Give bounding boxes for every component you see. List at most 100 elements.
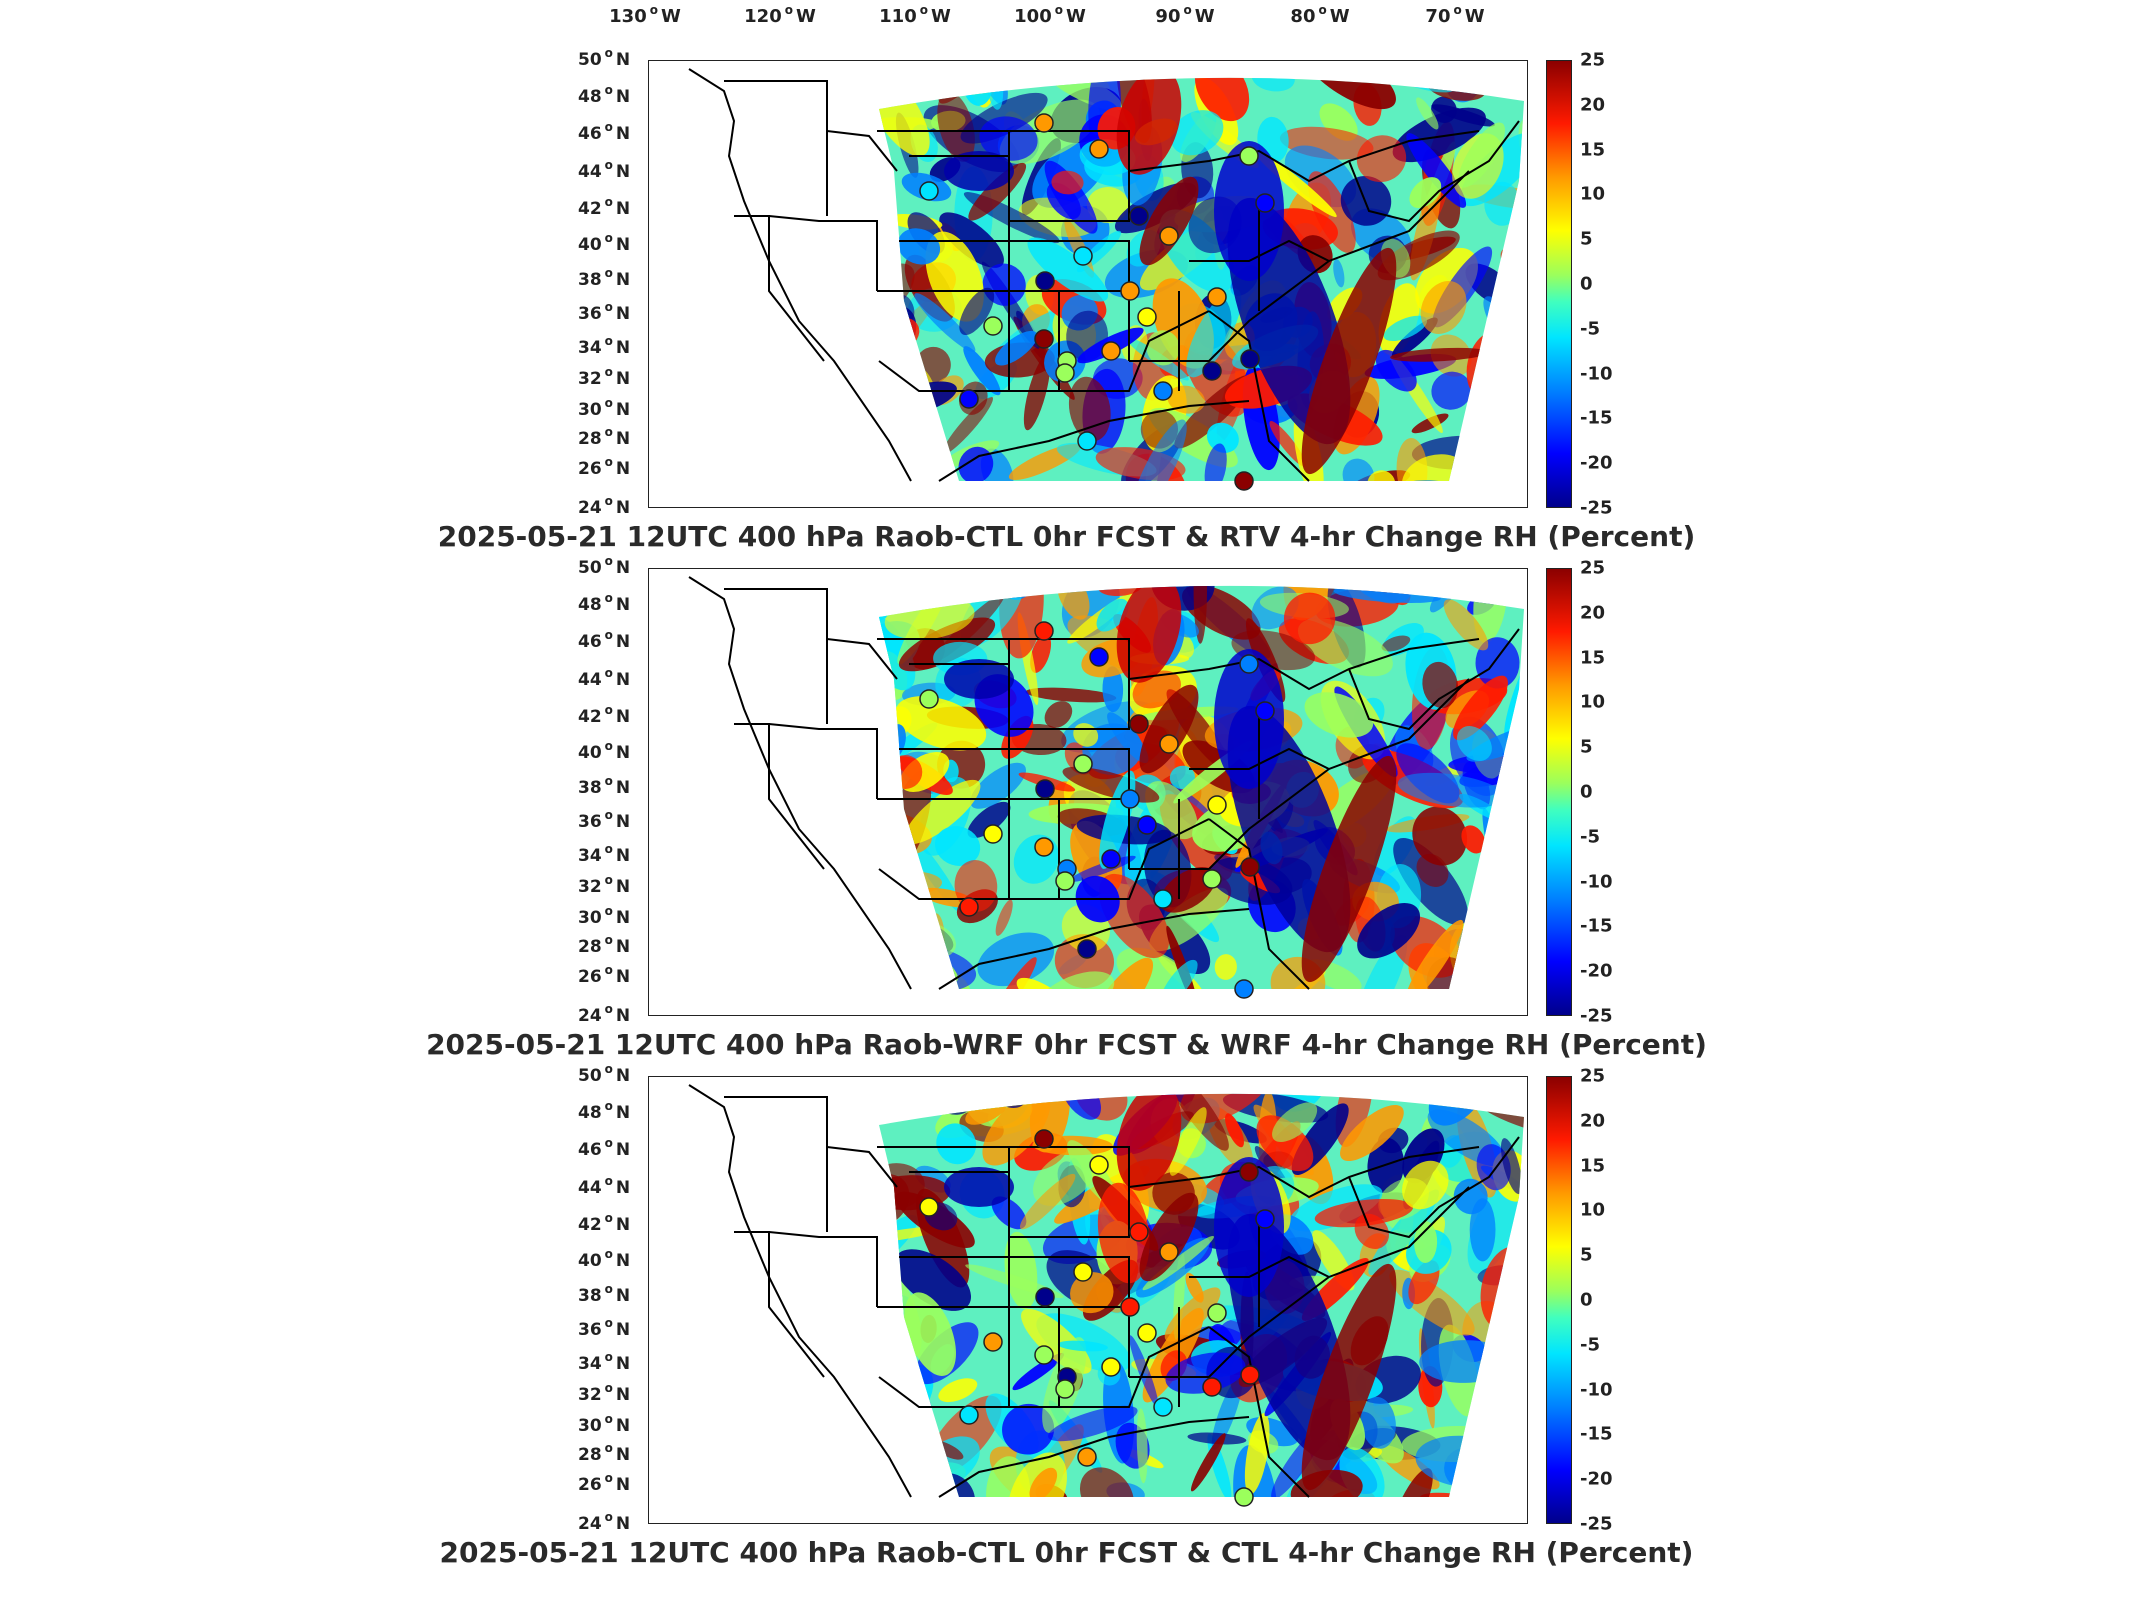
rh-change-map [688, 68, 1524, 491]
latitude-tick-label: 38 o N [578, 265, 631, 290]
longitude-tick-label: 110 o W [879, 3, 951, 27]
raob-station-marker [1239, 654, 1259, 674]
raob-station-marker [1034, 621, 1054, 641]
colorbar-tick-label: 10 [1580, 183, 1606, 205]
latitude-tick-label: 38 o N [578, 773, 631, 798]
raob-station-marker [1077, 1447, 1097, 1467]
raob-station-marker [1034, 113, 1054, 133]
latitude-tick-label: 32 o N [578, 873, 631, 898]
longitude-tick-label: 130 o W [609, 3, 681, 27]
raob-station-marker [1137, 1323, 1157, 1343]
colorbar-tick-label: 10 [1580, 691, 1606, 713]
raob-station-marker [1120, 281, 1140, 301]
latitude-tick-label: 26 o N [578, 963, 631, 988]
colorbar-tick-label: 20 [1580, 602, 1606, 624]
latitude-tick-label: 48 o N [578, 1099, 631, 1124]
raob-station-marker [1077, 431, 1097, 451]
latitude-tick-label: 24 o N [578, 1510, 631, 1534]
raob-station-marker [1129, 206, 1149, 226]
raob-station-marker [1034, 329, 1054, 349]
map-frame [648, 60, 1528, 508]
raob-station-marker [1255, 1209, 1275, 1229]
rh-change-map [688, 1084, 1524, 1507]
latitude-tick-label: 42 o N [578, 702, 631, 727]
colorbar-tick-label: -5 [1580, 1334, 1600, 1356]
raob-station-marker [1089, 647, 1109, 667]
longitude-tick-label: 70 o W [1425, 3, 1485, 27]
raob-station-marker [1129, 1222, 1149, 1242]
raob-station-marker [1034, 1345, 1054, 1365]
colorbar-tick-label: -25 [1580, 1005, 1613, 1027]
raob-stations [919, 621, 1275, 999]
raob-stations [919, 113, 1275, 491]
raob-station-marker [1207, 287, 1227, 307]
raob-station-marker [919, 1197, 939, 1217]
latitude-tick-label: 36 o N [578, 808, 631, 833]
raob-station-marker [1137, 307, 1157, 327]
raob-station-marker [1240, 1365, 1260, 1385]
raob-station-marker [983, 1332, 1003, 1352]
latitude-tick-label: 30 o N [578, 1411, 631, 1436]
raob-station-marker [1101, 341, 1121, 361]
latitude-tick-label: 44 o N [578, 1173, 631, 1198]
latitude-tick-label: 44 o N [578, 157, 631, 182]
colorbar-tick-label: -20 [1580, 960, 1613, 982]
latitude-tick-label: 42 o N [578, 194, 631, 219]
latitude-tick-label: 42 o N [578, 1210, 631, 1235]
raob-station-marker [1240, 349, 1260, 369]
raob-station-marker [1101, 849, 1121, 869]
raob-station-marker [1137, 815, 1157, 835]
raob-station-marker [1073, 754, 1093, 774]
raob-station-marker [1202, 1377, 1222, 1397]
colorbar-tick-label: -15 [1580, 1423, 1613, 1445]
raob-station-marker [1120, 1297, 1140, 1317]
latitude-tick-label: 34 o N [578, 841, 631, 866]
raob-station-marker [959, 389, 979, 409]
latitude-tick-label: 32 o N [578, 1381, 631, 1406]
raob-station-marker [1035, 1287, 1055, 1307]
panel-title: 2025-05-21 12UTC 400 hPa Raob-CTL 0hr FC… [437, 520, 1696, 553]
latitude-tick-label: 26 o N [578, 1471, 631, 1496]
raob-station-marker [1077, 939, 1097, 959]
panel-title: 2025-05-21 12UTC 400 hPa Raob-CTL 0hr FC… [439, 1536, 1694, 1569]
latitude-tick-label: 34 o N [578, 1349, 631, 1374]
latitude-tick-label: 46 o N [578, 120, 631, 145]
colorbar-tick-label: -15 [1580, 915, 1613, 937]
latitude-tick-label: 28 o N [578, 933, 631, 958]
colorbar-tick-label: 25 [1580, 557, 1606, 579]
raob-station-marker [1240, 857, 1260, 877]
colorbar-tick-label: 20 [1580, 1110, 1606, 1132]
raob-station-marker [959, 1405, 979, 1425]
raob-station-marker [1239, 146, 1259, 166]
raob-station-marker [1035, 271, 1055, 291]
raob-station-marker [1255, 193, 1275, 213]
latitude-tick-label: 32 o N [578, 365, 631, 390]
raob-station-marker [1120, 789, 1140, 809]
latitude-tick-label: 48 o N [578, 591, 631, 616]
colorbar-tick-label: 0 [1580, 1289, 1593, 1311]
colorbar-tick-label: -5 [1580, 318, 1600, 340]
raob-station-marker [1073, 1262, 1093, 1282]
longitude-tick-label: 100 o W [1014, 3, 1086, 27]
raob-station-marker [1207, 1303, 1227, 1323]
colorbar-tick-label: -20 [1580, 452, 1613, 474]
colorbar-tick-label: -25 [1580, 1513, 1613, 1535]
raob-station-marker [919, 181, 939, 201]
latitude-tick-label: 50 o N [578, 46, 631, 70]
colorbar-tick-label: 15 [1580, 647, 1606, 669]
raob-station-marker [1129, 714, 1149, 734]
map-frame [648, 568, 1528, 1016]
longitude-tick-label: 120 o W [744, 3, 816, 27]
raob-station-marker [1234, 471, 1254, 491]
latitude-tick-label: 48 o N [578, 83, 631, 108]
raob-station-marker [1034, 837, 1054, 857]
colorbar-tick-label: 0 [1580, 273, 1593, 295]
raob-station-marker [1055, 1379, 1075, 1399]
raob-station-marker [959, 897, 979, 917]
latitude-tick-label: 50 o N [578, 554, 631, 578]
raob-station-marker [1101, 1357, 1121, 1377]
colorbar-tick-label: 5 [1580, 228, 1593, 250]
raob-station-marker [1234, 979, 1254, 999]
latitude-tick-label: 30 o N [578, 903, 631, 928]
colorbar-tick-label: 10 [1580, 1199, 1606, 1221]
